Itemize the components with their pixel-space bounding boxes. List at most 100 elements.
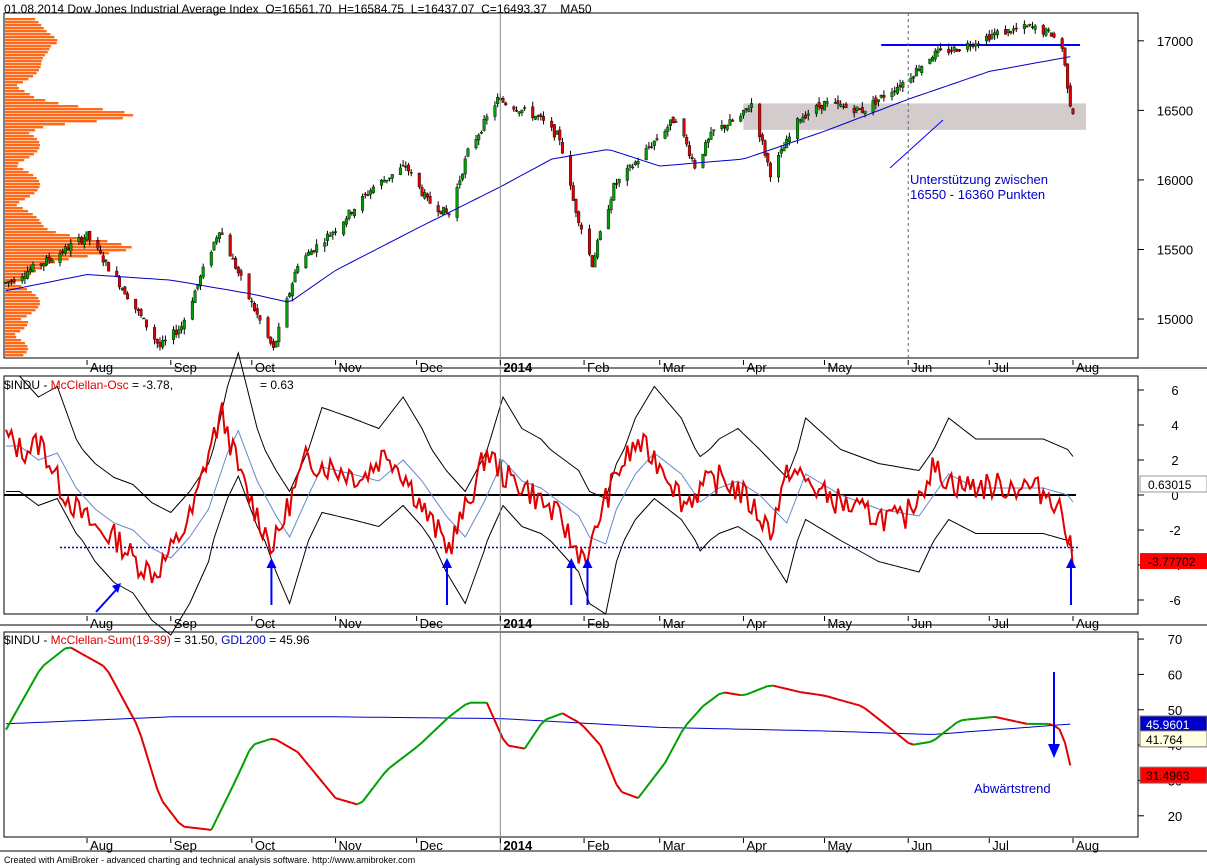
- sum-segment: [43, 660, 50, 667]
- candle-body: [882, 95, 886, 98]
- osc-buy-arrow-head: [112, 583, 121, 593]
- x-tick-label: Aug: [90, 838, 113, 853]
- volume-profile-bar: [5, 291, 32, 294]
- sum-segment: [999, 717, 1006, 721]
- candle-body: [277, 326, 281, 342]
- candle-body: [23, 276, 27, 279]
- sum-segment: [783, 687, 790, 691]
- candle-body: [917, 69, 921, 71]
- candle-body: [236, 266, 240, 274]
- candle-body: [1025, 25, 1029, 28]
- osc-lower-band: [6, 474, 1074, 636]
- candle-body: [750, 103, 754, 108]
- sum-segment: [902, 737, 909, 744]
- sum-segment: [346, 800, 353, 804]
- x-tick-label: May: [827, 360, 852, 375]
- volume-profile-bar: [5, 165, 18, 168]
- candle-body: [39, 263, 43, 266]
- sum-segment: [956, 719, 963, 724]
- candle-body: [344, 218, 348, 225]
- candle-body: [760, 134, 764, 141]
- volume-profile-bar: [5, 354, 24, 357]
- sum-segment: [978, 716, 984, 720]
- sum-segment: [200, 827, 207, 831]
- candle-body: [466, 148, 470, 157]
- sum-marker-box-label: 41.764: [1146, 733, 1183, 747]
- sum-segment: [675, 732, 683, 744]
- candle-body: [666, 126, 670, 132]
- sum-segment: [713, 693, 720, 699]
- candle-body: [725, 125, 729, 130]
- volume-profile-bar: [5, 303, 40, 306]
- price-y-tick-label: 17000: [1157, 34, 1193, 49]
- sum-value: = 31.50,: [170, 633, 222, 647]
- volume-profile-bar: [5, 300, 40, 303]
- sum-segment: [65, 646, 71, 650]
- candle-body: [220, 232, 224, 235]
- candle-body: [687, 145, 691, 157]
- sum-segment: [388, 762, 396, 769]
- volume-profile-bar: [5, 54, 45, 57]
- candle-body: [190, 300, 194, 320]
- x-tick-label: Apr: [746, 360, 767, 375]
- x-tick-label: Jun: [911, 838, 932, 853]
- volume-profile-bar: [5, 42, 57, 45]
- candle-body: [920, 65, 924, 73]
- candle-body: [587, 228, 591, 255]
- gdl-name: GDL200: [221, 633, 266, 647]
- sum-segment: [91, 658, 99, 664]
- candle-body: [685, 137, 689, 145]
- sum-segment: [962, 718, 968, 722]
- ma50-line: [5, 56, 1071, 303]
- price-y-tick-label: 16000: [1157, 173, 1193, 188]
- candle-body: [1063, 47, 1067, 66]
- sum-segment: [421, 736, 429, 744]
- sum-segment: [529, 731, 537, 742]
- candle-body: [312, 250, 316, 253]
- candle-body: [704, 142, 708, 156]
- volume-profile-bar: [5, 18, 36, 21]
- candle-body: [550, 120, 554, 128]
- sum-segment: [313, 771, 321, 780]
- candle-body: [901, 82, 905, 88]
- sum-segment: [513, 745, 520, 749]
- candle-body: [323, 242, 327, 247]
- sum-segment: [685, 717, 693, 726]
- candle-body: [990, 34, 994, 39]
- candle-body: [7, 281, 11, 283]
- sum-segment: [810, 692, 817, 696]
- price-panel-title: 01.08.2014 Dow Jones Industrial Average …: [4, 2, 592, 16]
- candle-body: [425, 193, 429, 198]
- sum-segment: [967, 718, 974, 721]
- osc-symbol: $INDU -: [4, 378, 51, 392]
- sum-segment: [145, 753, 153, 772]
- candle-body: [833, 102, 837, 104]
- sum-segment: [918, 741, 925, 745]
- candle-body: [458, 180, 462, 186]
- candle-body: [342, 221, 346, 235]
- volume-profile-bar: [5, 336, 17, 339]
- x-tick-label: 2014: [503, 838, 533, 853]
- candle-body: [361, 195, 365, 211]
- candle-body: [379, 179, 383, 186]
- sum-last-box: [1139, 766, 1207, 784]
- x-tick-label: Aug: [1076, 838, 1099, 853]
- volume-profile-bar: [5, 315, 27, 318]
- sum-segment: [821, 694, 828, 698]
- candle-body: [763, 140, 767, 156]
- sum-segment: [361, 793, 369, 803]
- candle-body: [974, 43, 978, 47]
- x-tick-label: Apr: [746, 616, 767, 631]
- volume-profile-bar: [5, 294, 36, 297]
- sum-segment: [491, 714, 499, 728]
- candle-body: [134, 298, 138, 310]
- volume-profile-bar: [5, 195, 31, 198]
- candle-body: [612, 183, 616, 201]
- volume-profile-bar: [5, 48, 50, 51]
- sum-segment: [286, 745, 293, 750]
- candle-body: [47, 256, 51, 261]
- sum-segment: [696, 705, 704, 713]
- osc-signal-box: [1139, 475, 1207, 493]
- volume-profile-bar: [5, 60, 42, 63]
- sum-segment: [15, 700, 24, 712]
